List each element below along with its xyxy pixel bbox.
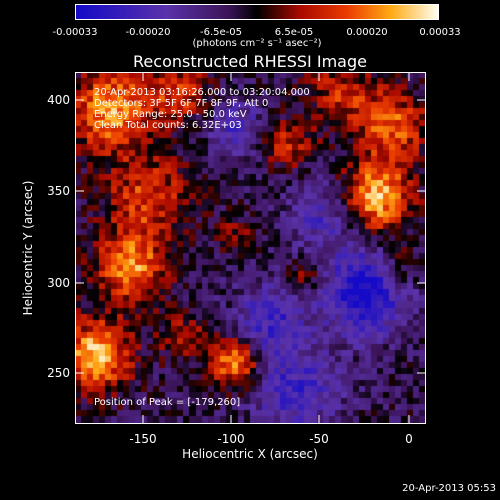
colorbar-tick-label: -0.00033 xyxy=(52,27,98,38)
y-tick-label: 300 xyxy=(47,276,70,290)
image-title: Reconstructed RHESSI Image xyxy=(133,52,367,71)
colorbar-tick-label: 0.00033 xyxy=(419,27,461,38)
colorbar-tick-label: -0.00020 xyxy=(125,27,171,38)
footer-timestamp: 20-Apr-2013 05:53 xyxy=(402,483,496,494)
x-tick-label: -50 xyxy=(309,432,329,446)
colorbar-tick-label: 0.00020 xyxy=(346,27,388,38)
annotation-peak-position: Position of Peak = [-179,260] xyxy=(94,397,241,408)
annotation-energy-range: Energy Range: 25.0 - 50.0 keV xyxy=(94,109,247,120)
y-tick-label: 350 xyxy=(47,184,70,198)
x-axis-label: Heliocentric X (arcsec) xyxy=(182,447,318,461)
colorbar-unit-label: (photons cm⁻² s⁻¹ asec⁻²) xyxy=(192,38,322,49)
y-axis-label: Heliocentric Y (arcsec) xyxy=(21,180,35,316)
annotation-detectors: Detectors: 3F 5F 6F 7F 8F 9F, Att 0 xyxy=(94,98,269,109)
x-tick-label: -100 xyxy=(217,432,245,446)
colorbar xyxy=(75,4,439,20)
x-tick-label: -150 xyxy=(129,432,157,446)
x-tick-label: 0 xyxy=(405,432,413,446)
y-tick-label: 400 xyxy=(47,93,70,107)
colorbar-tick-label: -6.5e-05 xyxy=(200,27,242,38)
colorbar-ticks: -0.00033 -0.00020 -6.5e-05 6.5e-05 0.000… xyxy=(0,0,500,40)
annotation-time-range: 20-Apr-2013 03:16:26.000 to 03:20:04.000 xyxy=(94,87,310,98)
annotation-clean-counts: Clean Total counts: 6.32E+03 xyxy=(94,120,242,131)
rhessi-image-plot xyxy=(75,72,426,424)
y-tick-label: 250 xyxy=(47,366,70,380)
colorbar-tick-label: 6.5e-05 xyxy=(274,27,314,38)
